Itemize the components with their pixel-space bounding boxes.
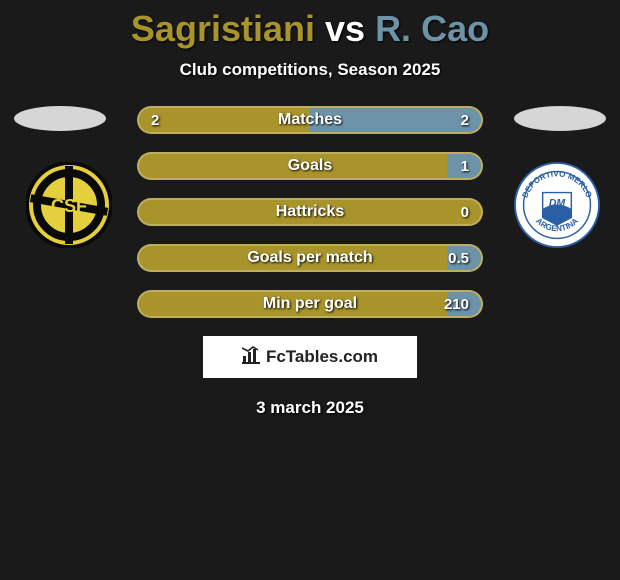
stat-bar: 0Hattricks [137,198,483,226]
branding-text: FcTables.com [266,347,378,367]
stat-bar: 0.5Goals per match [137,244,483,272]
stat-label: Goals [139,154,481,178]
player2-name: R. Cao [375,8,489,49]
svg-text:DM: DM [549,197,566,209]
svg-text:CSF: CSF [51,196,87,216]
stats-bars: 22Matches 1Goals 0Hattricks 0.5Goals per ma… [137,106,483,318]
team1-oval [14,106,106,131]
stat-bar: 22Matches [137,106,483,134]
vs-text: vs [325,8,365,49]
comparison-date: 3 march 2025 [0,398,620,418]
comparison-title: Sagristiani vs R. Cao [0,0,620,50]
stat-label: Min per goal [139,292,481,316]
comparison-area: CSF DEPORTIVO MERLOARGENTINADM 22Matches… [0,106,620,418]
stat-bar: 210Min per goal [137,290,483,318]
bar-chart-icon [242,346,262,369]
player1-name: Sagristiani [131,8,315,49]
team2-crest: DEPORTIVO MERLOARGENTINADM [514,162,600,248]
branding-box: FcTables.com [203,336,417,378]
season-subtitle: Club competitions, Season 2025 [0,60,620,80]
stat-label: Matches [139,108,481,132]
team2-oval [514,106,606,131]
stat-label: Goals per match [139,246,481,270]
stat-bar: 1Goals [137,152,483,180]
team1-crest: CSF [26,162,112,248]
stat-label: Hattricks [139,200,481,224]
